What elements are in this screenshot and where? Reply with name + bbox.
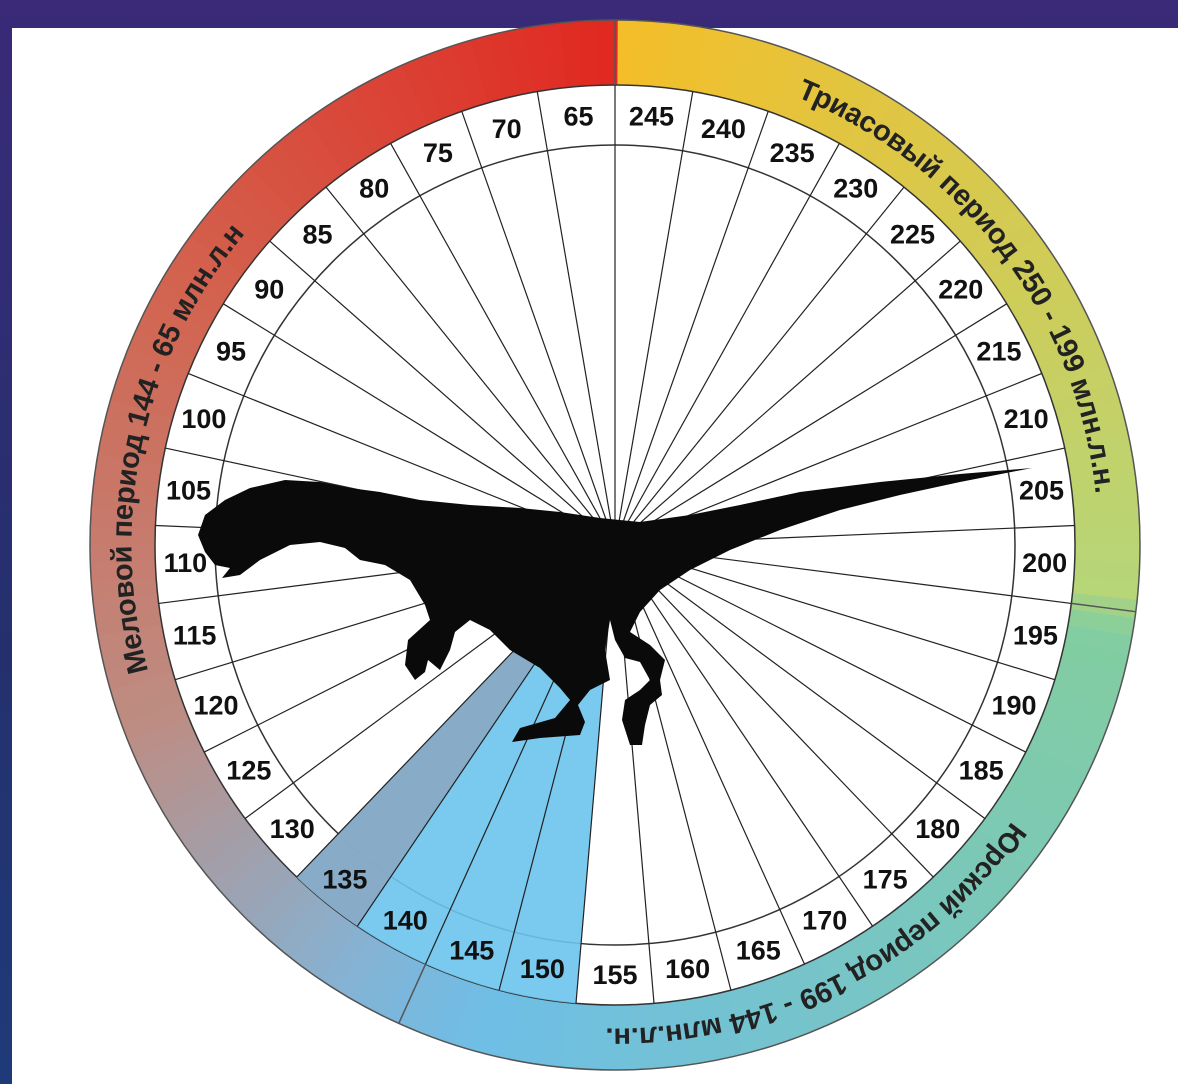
tick-label: 90 [254, 274, 284, 304]
tick-label: 215 [976, 336, 1021, 366]
tick-label: 180 [915, 814, 960, 844]
tick-label: 190 [991, 690, 1036, 720]
tick-label: 225 [890, 220, 935, 250]
tick-label: 240 [701, 114, 746, 144]
tick-label: 210 [1004, 404, 1049, 434]
tick-label: 165 [736, 935, 781, 965]
tick-label: 200 [1022, 548, 1067, 578]
tick-label: 115 [173, 621, 217, 651]
tick-label: 220 [938, 274, 983, 304]
tick-label: 160 [665, 954, 710, 984]
tick-label: 175 [863, 865, 908, 895]
ring-segment [1075, 527, 1140, 548]
tick-label: 235 [770, 138, 815, 168]
tick-label: 205 [1019, 475, 1064, 505]
tick-label: 125 [226, 755, 271, 785]
tick-label: 145 [449, 935, 494, 965]
tick-label: 120 [193, 690, 238, 720]
tick-label: 195 [1013, 621, 1058, 651]
tick-label: 140 [383, 905, 428, 935]
tick-label: 245 [629, 102, 674, 132]
tick-label: 150 [520, 954, 565, 984]
tick-label: 80 [359, 174, 389, 204]
diagram: 245 240 235 230 225220 215 210 205 200 195 190 185 1… [0, 0, 1178, 1084]
tick-label: 170 [802, 905, 847, 935]
tick-label: 105 [166, 475, 211, 505]
tick-label: 185 [959, 755, 1004, 785]
tick-label: 130 [270, 814, 315, 844]
tick-label: 110 [164, 548, 208, 578]
tick-label: 75 [423, 138, 453, 168]
tick-label: 70 [492, 114, 522, 144]
tick-label: 100 [181, 404, 226, 434]
tick-label: 230 [833, 174, 878, 204]
tick-label: 95 [216, 336, 246, 366]
tick-label: 155 [592, 960, 637, 990]
tick-label: 85 [302, 220, 332, 250]
tick-label: 135 [322, 865, 367, 895]
tick-label: 65 [564, 102, 594, 132]
